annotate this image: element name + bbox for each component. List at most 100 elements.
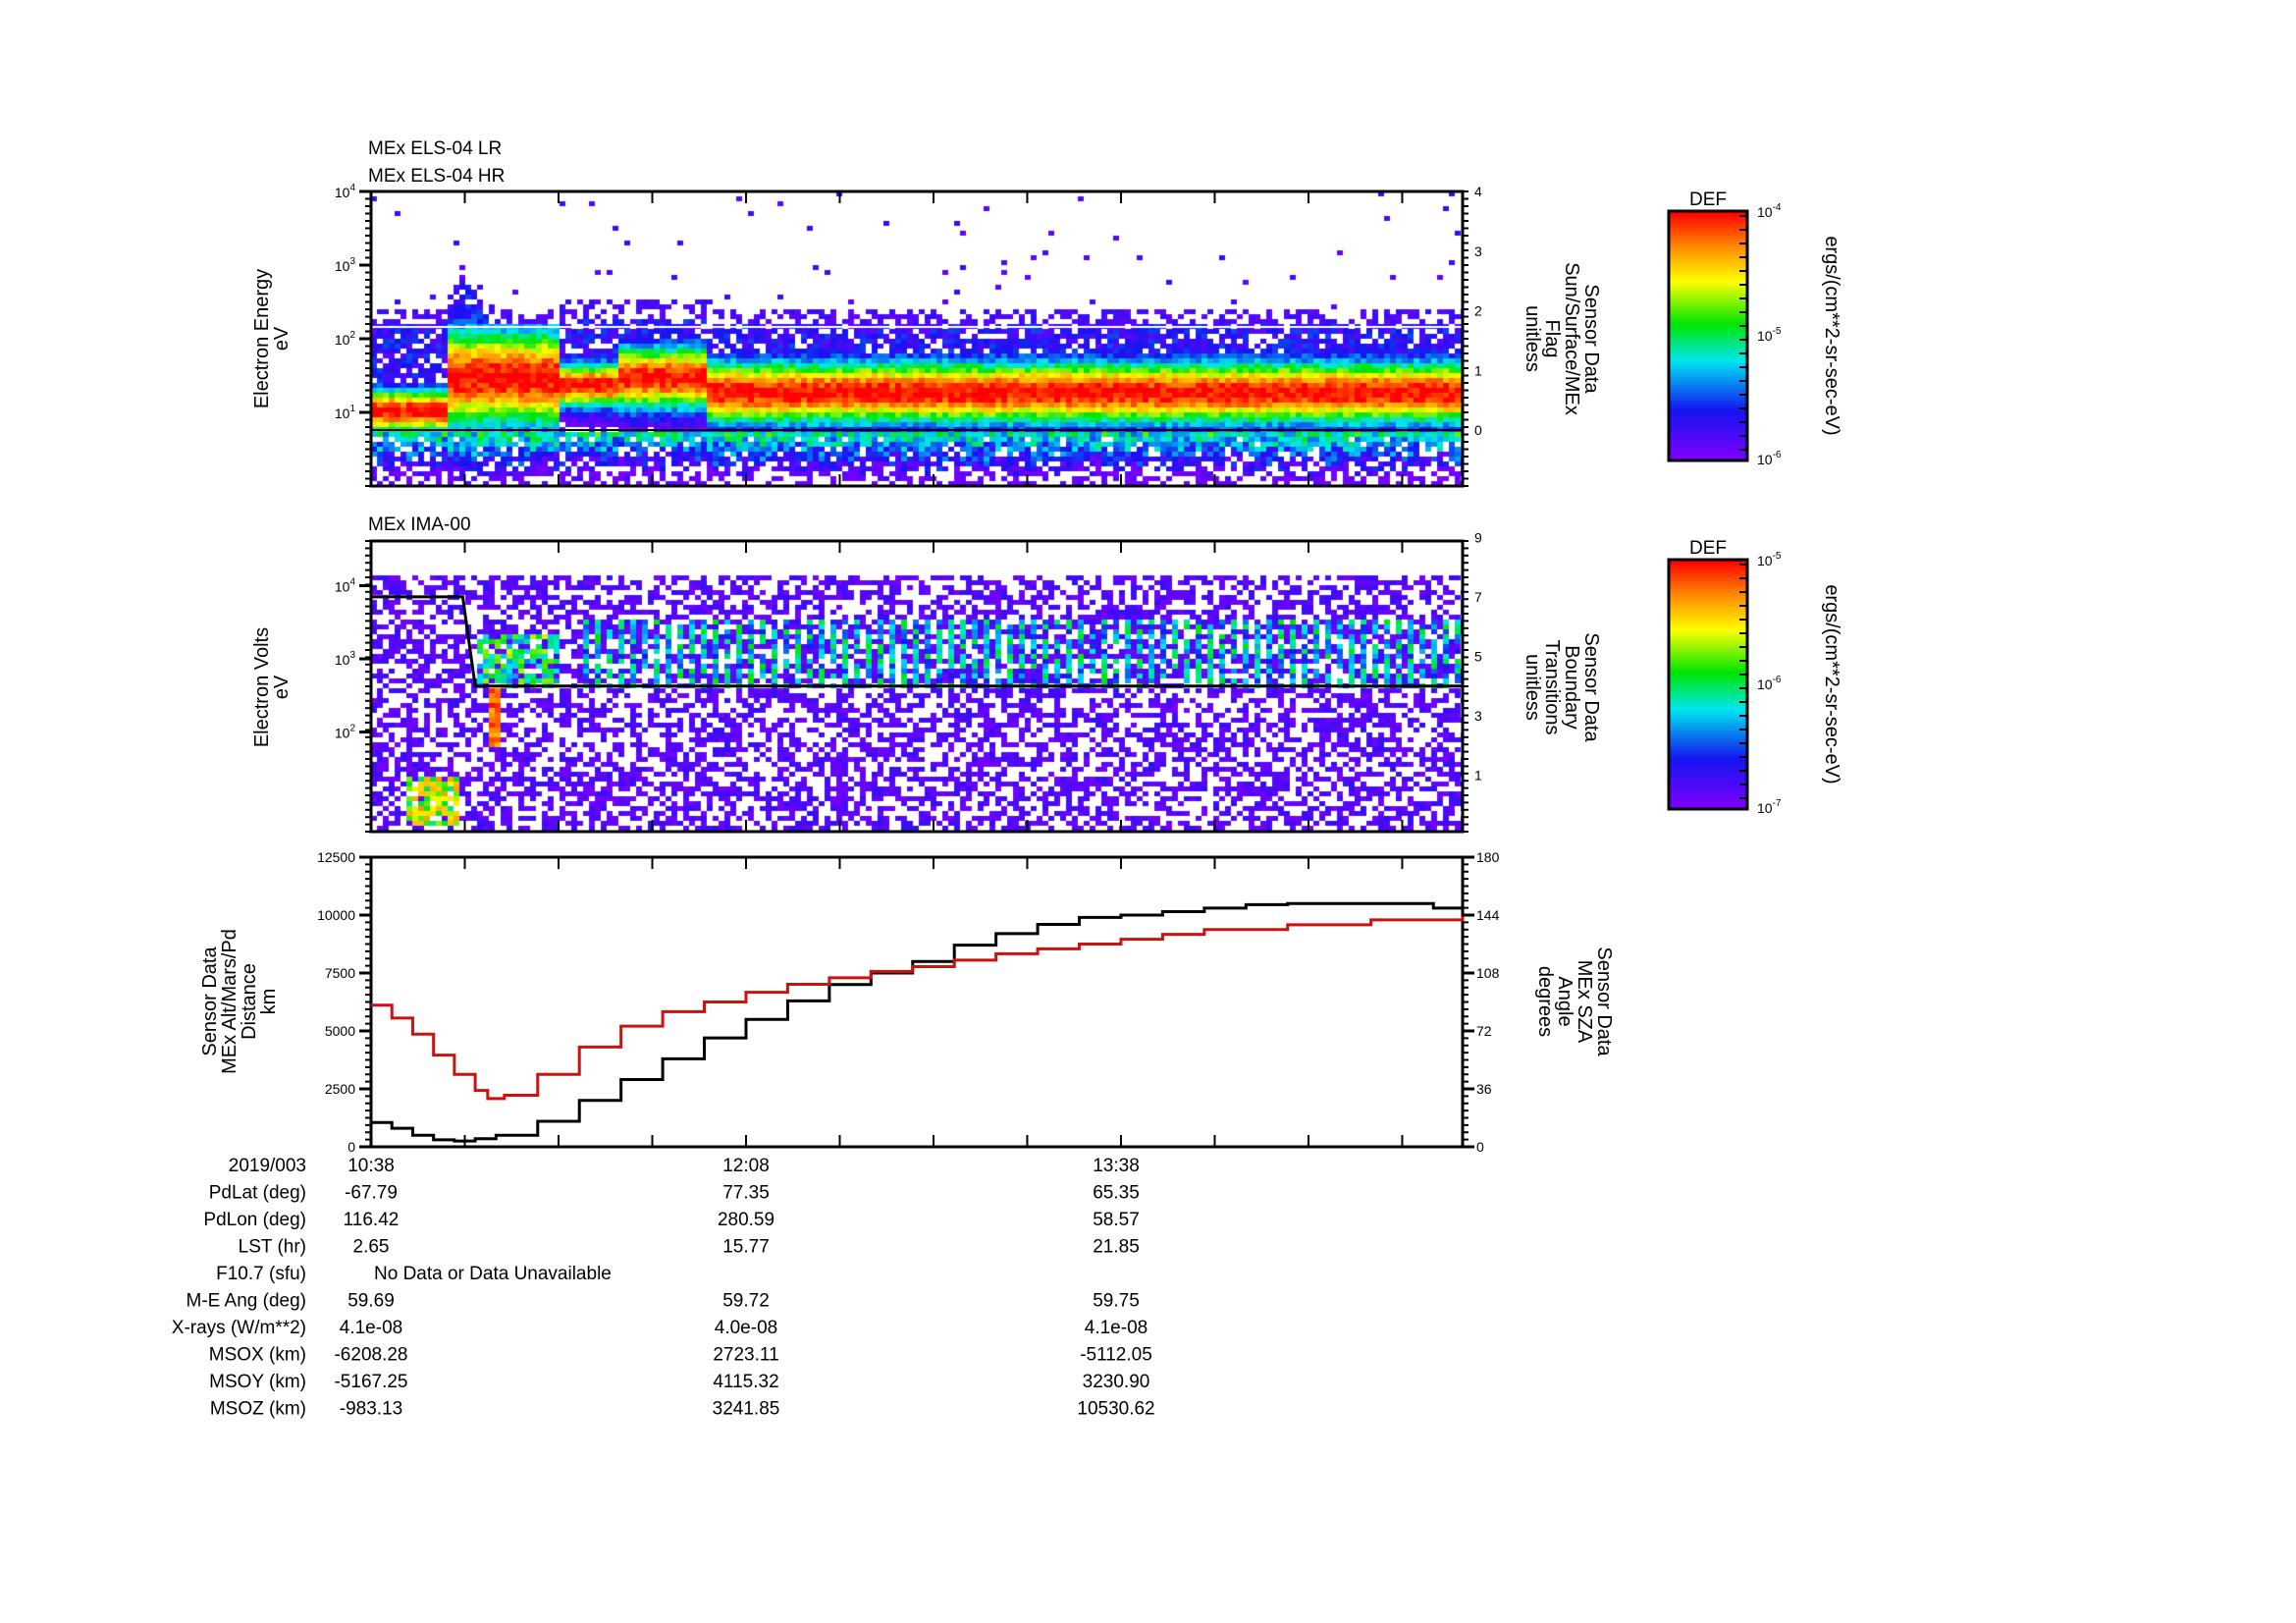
- ephemeris-label: F10.7 (sfu): [216, 1264, 306, 1284]
- panel2-y2label: Sensor Data: [1580, 632, 1602, 742]
- ephemeris-value: 59.75: [1093, 1291, 1140, 1312]
- colorbar-frame: [1667, 558, 1749, 811]
- ephemeris-value: 13:38: [1093, 1156, 1140, 1176]
- ephemeris-label: MSOY (km): [209, 1372, 306, 1392]
- boundary-series-line: [371, 595, 1463, 688]
- y2-tick-label: 108: [1476, 965, 1500, 981]
- ephemeris-value: 12:08: [722, 1156, 770, 1176]
- ephemeris-value: 10:38: [347, 1156, 395, 1176]
- y-tick-label: 0: [347, 1139, 355, 1155]
- colorbar-units: ergs/(cm**2-sr-sec-eV): [1821, 236, 1842, 435]
- ephemeris-value: 59.72: [722, 1291, 770, 1312]
- panel3-ylabel: km: [258, 989, 280, 1015]
- y2-tick-label: 1: [1474, 362, 1482, 378]
- panel1-ylabel: eV: [271, 326, 293, 351]
- y-tick-label: 101: [335, 404, 356, 421]
- panel3-y2label: MEx SZA: [1574, 960, 1595, 1044]
- y2-tick-label: 3: [1474, 708, 1482, 724]
- y2-tick-label: 7: [1474, 589, 1482, 605]
- ephemeris-value: 21.85: [1093, 1237, 1140, 1258]
- ephemeris-value: 3230.90: [1083, 1372, 1150, 1392]
- y2-tick-label: 3: [1474, 243, 1482, 259]
- panel-frame-1: [369, 189, 1465, 488]
- y2-tick-label: 5: [1474, 649, 1482, 665]
- ephemeris-value: 4.0e-08: [715, 1318, 777, 1338]
- ephemeris-label: MSOZ (km): [210, 1399, 306, 1420]
- y-tick-label: 5000: [325, 1023, 355, 1039]
- y-tick-label: 104: [335, 576, 356, 594]
- y-tick-label: 102: [335, 330, 356, 348]
- y2-tick-label: 1: [1474, 768, 1482, 784]
- ephemeris-value: -6208.28: [334, 1345, 407, 1366]
- y-tick-label: 103: [335, 650, 356, 668]
- colorbar-title: DEF: [1689, 538, 1727, 559]
- y-tick-label: 10000: [317, 907, 355, 923]
- panel2-y2label: Transitions: [1541, 639, 1563, 734]
- ephemeris-label: PdLat (deg): [209, 1183, 306, 1204]
- ephemeris-value: 2723.11: [713, 1345, 778, 1366]
- sza-series-line: [371, 916, 1465, 1101]
- y2-tick-label: 144: [1476, 907, 1500, 923]
- y-tick-label: 2500: [325, 1081, 355, 1097]
- ephemeris-note: No Data or Data Unavailable: [374, 1264, 612, 1284]
- y-tick-label: 102: [335, 724, 356, 741]
- panel3-ylabel: MEx Alt/Mars/Pd: [219, 929, 240, 1074]
- y2-tick-label: 36: [1476, 1081, 1492, 1097]
- panel2-y2label: Boundary: [1561, 645, 1582, 730]
- ephemeris-value: 4.1e-08: [340, 1318, 402, 1338]
- ephemeris-label: M-E Ang (deg): [187, 1291, 307, 1312]
- colorbar-tick-label: 10-4: [1757, 202, 1782, 220]
- ephemeris-value: 77.35: [722, 1183, 770, 1204]
- colorbar-frame: [1667, 209, 1749, 462]
- panel2-ylabel: eV: [271, 675, 293, 699]
- panel3-y2label: Sensor Data: [1593, 947, 1615, 1056]
- colorbar-tick-label: 10-7: [1757, 798, 1782, 816]
- panel1-title: MEx ELS-04 HR: [368, 166, 505, 187]
- ephemeris-value: 4115.32: [713, 1372, 778, 1392]
- colorbar-tick-label: 10-5: [1757, 551, 1782, 568]
- colorbar-ima: [1670, 561, 1746, 808]
- y-tick-label: 12500: [317, 849, 355, 865]
- panel2-title: MEx IMA-00: [368, 514, 471, 535]
- altitude-series-line: [371, 901, 1465, 1143]
- panel1-y2label: Flag: [1541, 320, 1563, 358]
- y-tick-label: 103: [335, 256, 356, 274]
- y2-tick-label: 2: [1474, 303, 1482, 319]
- ephemeris-value: 58.57: [1093, 1210, 1140, 1230]
- ephemeris-label: MSOX (km): [209, 1345, 306, 1366]
- colorbar-els: [1670, 212, 1746, 460]
- ephemeris-label: LST (hr): [239, 1237, 306, 1258]
- ephemeris-value: 65.35: [1093, 1183, 1140, 1204]
- panel1-title: MEx ELS-04 LR: [368, 138, 502, 159]
- colorbar-units: ergs/(cm**2-sr-sec-eV): [1821, 584, 1842, 784]
- colorbar-tick-label: 10-5: [1757, 326, 1782, 344]
- ephemeris-value: 10530.62: [1077, 1399, 1154, 1420]
- ephemeris-value: 116.42: [344, 1210, 400, 1230]
- panel1-y2label: unitless: [1522, 305, 1543, 372]
- y2-tick-label: 0: [1474, 422, 1482, 438]
- panel3-y2label: degrees: [1534, 966, 1556, 1037]
- panel3-y2label: Angle: [1554, 976, 1575, 1026]
- ephemeris-value: 59.69: [347, 1291, 395, 1312]
- els-spectrogram: [371, 191, 1463, 486]
- y2-tick-label: 180: [1476, 849, 1500, 865]
- y2-tick-label: 9: [1474, 529, 1482, 545]
- panel1-y2label: Sensor Data: [1580, 284, 1602, 394]
- ephemeris-label: X-rays (W/m**2): [172, 1318, 306, 1338]
- panel3-ylabel: Sensor Data: [199, 947, 221, 1056]
- panel1-ylabel: Electron Energy: [251, 269, 273, 408]
- y2-tick-label: 4: [1474, 184, 1482, 199]
- ephemeris-value: 15.77: [722, 1237, 770, 1258]
- ephemeris-value: 4.1e-08: [1085, 1318, 1148, 1338]
- ephemeris-value: -983.13: [340, 1399, 402, 1420]
- ephemeris-value: -5167.25: [334, 1372, 407, 1392]
- ephemeris-value: 3241.85: [713, 1399, 780, 1420]
- ephemeris-value: 2.65: [353, 1237, 390, 1258]
- y-tick-label: 7500: [325, 965, 355, 981]
- y2-tick-label: 0: [1476, 1139, 1484, 1155]
- ephemeris-value: -5112.05: [1080, 1345, 1152, 1366]
- ephemeris-value: -67.79: [345, 1183, 398, 1204]
- colorbar-tick-label: 10-6: [1757, 450, 1782, 467]
